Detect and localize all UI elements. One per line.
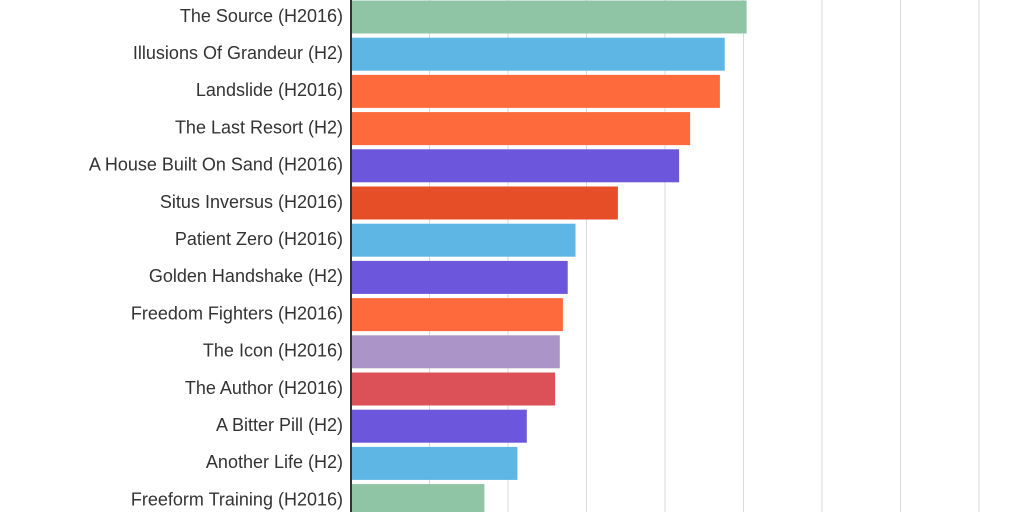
bar [351,223,576,257]
category-label: Freeform Training (H2016) [131,489,343,509]
category-labels: The Source (H2016) Illusions Of Grandeur … [89,6,343,510]
category-label: Patient Zero (H2016) [175,229,343,249]
bar [351,372,556,406]
bars [351,0,747,512]
category-label: The Last Resort (H2) [175,117,343,137]
bar [351,186,618,220]
category-label: A House Built On Sand (H2016) [89,155,343,175]
bar [351,335,560,369]
bar [351,74,720,108]
category-label: The Icon (H2016) [203,341,343,361]
bar [351,260,568,294]
category-label: A Bitter Pill (H2) [216,415,343,435]
bar [351,149,680,183]
bar [351,0,747,34]
bar [351,446,518,480]
category-label: Landslide (H2016) [196,80,343,100]
bar [351,298,563,332]
category-label: Another Life (H2) [206,452,343,472]
category-label: Golden Handshake (H2) [149,266,343,286]
bar [351,409,527,443]
category-label: Illusions Of Grandeur (H2) [133,43,343,63]
bar [351,484,485,512]
category-label: Freedom Fighters (H2016) [131,303,343,323]
category-label: The Source (H2016) [180,6,343,26]
bar [351,37,725,71]
category-label: The Author (H2016) [185,378,343,398]
bar [351,112,691,146]
category-label: Situs Inversus (H2016) [160,192,343,212]
